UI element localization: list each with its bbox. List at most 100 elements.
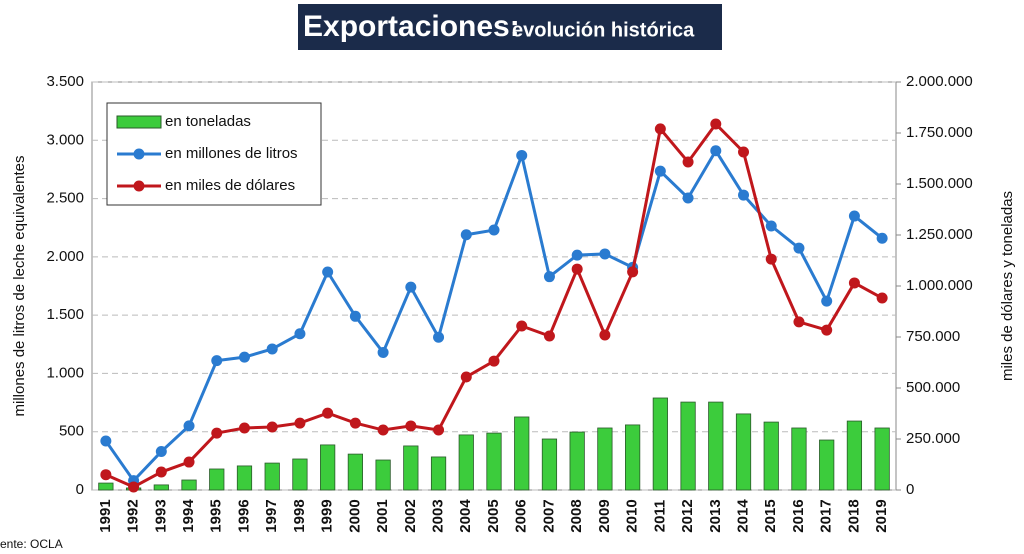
y2-tick-label: 750.000 <box>906 328 960 345</box>
legend-marker <box>133 148 145 160</box>
x-tick-label: 2010 <box>624 499 641 532</box>
bar <box>846 420 863 491</box>
point <box>516 320 528 332</box>
bar <box>708 401 724 491</box>
y2-axis-label: miles de dólares y toneladas <box>999 191 1016 381</box>
point <box>238 422 250 434</box>
y2-tick-label: 1.500.000 <box>906 175 973 192</box>
legend-label: en toneladas <box>165 113 251 130</box>
point <box>543 271 555 283</box>
point <box>183 420 195 432</box>
point <box>765 220 777 232</box>
y2-tick-label: 1.750.000 <box>906 124 973 141</box>
bar <box>680 401 696 491</box>
x-tick-label: 1995 <box>208 499 225 532</box>
point <box>765 253 777 265</box>
x-tick-label: 1998 <box>291 499 308 532</box>
x-tick-label: 2007 <box>540 499 557 532</box>
point <box>294 417 306 429</box>
point <box>821 324 833 336</box>
x-tick-label: 2000 <box>346 499 363 532</box>
point <box>433 424 445 436</box>
x-tick-label: 2008 <box>568 499 585 532</box>
point <box>710 118 722 130</box>
y2-tick-label: 250.000 <box>906 430 960 447</box>
bar <box>153 484 169 491</box>
point <box>266 343 278 355</box>
y2-tick-label: 1.250.000 <box>906 226 973 243</box>
bar <box>597 427 613 491</box>
y2-tick-label: 0 <box>906 481 914 498</box>
y-tick-label: 3.000 <box>46 131 84 148</box>
point <box>821 295 833 307</box>
point <box>543 330 555 342</box>
point <box>155 446 167 458</box>
x-tick-label: 2011 <box>651 500 668 533</box>
chart-title: Exportaciones: <box>303 10 520 43</box>
point <box>848 277 860 289</box>
point <box>405 281 417 293</box>
point <box>211 355 223 367</box>
bar <box>763 421 779 491</box>
bar <box>514 416 530 491</box>
point <box>710 145 722 157</box>
point <box>238 351 250 363</box>
bar <box>98 482 114 491</box>
point <box>460 371 472 383</box>
bar <box>320 444 336 491</box>
x-tick-label: 2019 <box>873 499 890 532</box>
point <box>876 232 888 244</box>
x-tick-label: 1992 <box>125 499 142 532</box>
point <box>377 424 389 436</box>
x-tick-label: 1991 <box>97 499 114 532</box>
point <box>322 266 334 278</box>
point <box>266 421 278 433</box>
point <box>682 192 694 204</box>
x-tick-label: 2004 <box>457 499 474 533</box>
legend-marker <box>133 180 145 192</box>
bar <box>819 439 835 491</box>
chart-subtitle: evolución histórica <box>512 19 695 41</box>
point <box>571 263 583 275</box>
x-tick-label: 2003 <box>430 499 447 532</box>
point <box>100 435 112 447</box>
legend-label: en millones de litros <box>165 145 298 162</box>
point <box>627 266 639 278</box>
point <box>571 249 583 261</box>
x-tick-label: 2018 <box>845 499 862 532</box>
bar <box>292 458 308 491</box>
bar <box>236 465 253 491</box>
title-box <box>298 4 722 50</box>
y-tick-label: 500 <box>59 423 84 440</box>
bar <box>181 479 197 491</box>
x-tick-label: 1994 <box>180 499 197 533</box>
x-tick-label: 2017 <box>818 499 835 532</box>
source: ente: OCLA <box>0 537 63 551</box>
x-tick-label: 2013 <box>707 499 724 532</box>
legend-swatch <box>116 115 162 129</box>
point <box>876 292 888 304</box>
point <box>349 310 361 322</box>
point <box>599 248 611 260</box>
y-tick-label: 2.500 <box>46 190 84 207</box>
bar <box>735 413 752 491</box>
y2-tick-label: 1.000.000 <box>906 277 973 294</box>
x-tick-label: 1996 <box>235 499 252 532</box>
point <box>654 123 666 135</box>
bar <box>403 445 419 491</box>
bar <box>430 456 447 491</box>
point <box>516 149 528 161</box>
bar <box>874 427 890 491</box>
bar <box>791 427 807 491</box>
bar <box>264 462 280 491</box>
y-tick-label: 3.500 <box>46 73 84 90</box>
bar <box>652 397 668 491</box>
x-tick-label: 2001 <box>374 499 391 532</box>
bar <box>375 459 391 491</box>
x-tick-label: 2002 <box>402 499 419 532</box>
bar <box>569 431 585 491</box>
bar <box>486 432 502 491</box>
point <box>128 481 140 493</box>
x-tick-label: 2009 <box>596 499 613 532</box>
point <box>793 242 805 254</box>
